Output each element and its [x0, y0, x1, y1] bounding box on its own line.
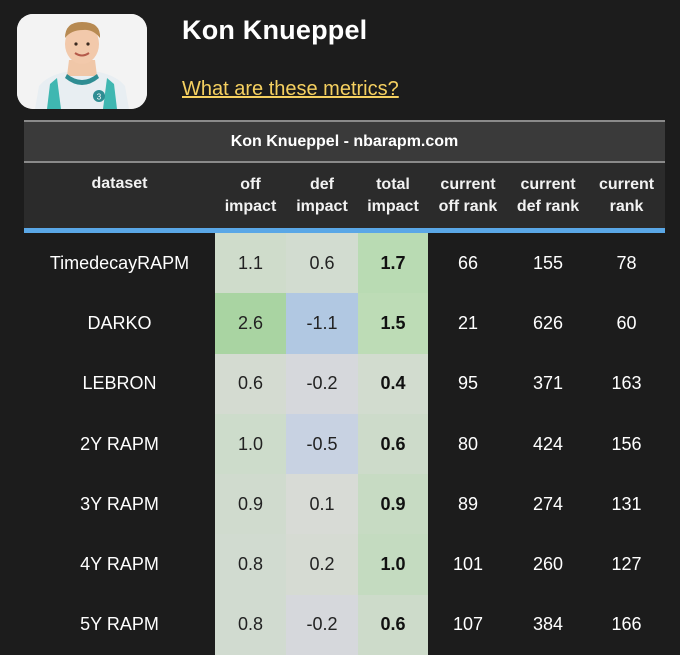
cell-dataset: 2Y RAPM — [80, 433, 159, 454]
cell-off-impact: 1.0 — [215, 413, 286, 475]
cell-def-impact: -0.2 — [286, 594, 358, 655]
cell-current-off-rank: 66 — [457, 252, 479, 273]
metrics-info-link[interactable]: What are these metrics? — [182, 78, 399, 100]
cell-current-def-rank: 424 — [532, 433, 564, 454]
cell-dataset: 4Y RAPM — [80, 554, 159, 575]
cell-dataset: DARKO — [87, 312, 152, 333]
cell-def-impact: -1.1 — [286, 293, 358, 354]
cell-current-off-rank: 89 — [457, 493, 479, 514]
cell-current-def-rank: 274 — [532, 493, 564, 514]
cell-def-impact: 0.1 — [286, 474, 358, 535]
table-body: TimedecayRAPM 1.1 0.6 1.7 66 155 78 DARKO 2.6 -1.… — [24, 233, 665, 655]
cell-total-impact: 1.7 — [358, 233, 428, 294]
header-current-rank[interactable]: current rank — [598, 175, 655, 215]
cell-def-impact: 0.6 — [286, 233, 358, 294]
cell-dataset: LEBRON — [82, 373, 157, 394]
cell-current-def-rank: 371 — [532, 373, 564, 394]
cell-current-rank: 127 — [611, 554, 642, 575]
cell-def-impact: -0.5 — [286, 413, 358, 475]
table-header: dataset off impact def impact total impact … — [24, 163, 665, 233]
player-avatar: 3 — [17, 14, 147, 109]
jersey-number: 3 — [97, 93, 102, 102]
cell-total-impact: 0.4 — [358, 353, 428, 414]
cell-off-impact: 0.8 — [215, 534, 286, 595]
cell-off-impact: 1.1 — [215, 233, 286, 294]
header-off-impact[interactable]: off impact — [224, 175, 277, 215]
table-row: 2Y RAPM 1.0 -0.5 0.6 80 424 156 — [24, 413, 665, 475]
cell-total-impact: 1.0 — [358, 534, 428, 595]
player-name: Kon Knueppel — [182, 15, 368, 45]
cell-off-impact: 2.6 — [215, 293, 286, 354]
cell-current-def-rank: 155 — [532, 252, 564, 273]
cell-current-rank: 166 — [611, 614, 642, 635]
metrics-table: Kon Knueppel - nbarapm.com dataset off im… — [24, 120, 665, 655]
cell-current-rank: 60 — [616, 312, 637, 333]
header-dataset[interactable]: dataset — [91, 175, 148, 192]
cell-total-impact: 0.6 — [358, 594, 428, 655]
table-row: 5Y RAPM 0.8 -0.2 0.6 107 384 166 — [24, 594, 665, 655]
table-row: 3Y RAPM 0.9 0.1 0.9 89 274 131 — [24, 474, 665, 535]
cell-current-rank: 78 — [616, 252, 637, 273]
cell-off-impact: 0.6 — [215, 353, 286, 414]
header-current-def-rank[interactable]: current def rank — [516, 175, 580, 215]
cell-current-off-rank: 80 — [457, 433, 479, 454]
table-row: LEBRON 0.6 -0.2 0.4 95 371 163 — [24, 353, 665, 414]
cell-current-rank: 131 — [611, 493, 642, 514]
cell-current-off-rank: 101 — [452, 554, 484, 575]
cell-current-off-rank: 95 — [457, 373, 479, 394]
cell-current-def-rank: 260 — [532, 554, 564, 575]
cell-def-impact: 0.2 — [286, 534, 358, 595]
cell-current-rank: 156 — [611, 433, 642, 454]
cell-dataset: TimedecayRAPM — [49, 252, 190, 273]
header-total-impact[interactable]: total impact — [367, 175, 419, 215]
header-current-off-rank[interactable]: current off rank — [438, 175, 498, 215]
cell-off-impact: 0.9 — [215, 474, 286, 535]
cell-current-def-rank: 626 — [532, 312, 564, 333]
cell-total-impact: 0.6 — [358, 413, 428, 475]
table-title: Kon Knueppel - nbarapm.com — [24, 120, 665, 163]
cell-current-rank: 163 — [611, 373, 642, 394]
cell-current-def-rank: 384 — [532, 614, 564, 635]
cell-dataset: 5Y RAPM — [80, 614, 159, 635]
cell-total-impact: 0.9 — [358, 474, 428, 535]
cell-total-impact: 1.5 — [358, 293, 428, 354]
header-def-impact[interactable]: def impact — [296, 175, 348, 215]
cell-current-off-rank: 107 — [452, 614, 484, 635]
table-row: DARKO 2.6 -1.1 1.5 21 626 60 — [24, 293, 665, 354]
cell-current-off-rank: 21 — [457, 312, 479, 333]
cell-dataset: 3Y RAPM — [80, 493, 159, 514]
player-photo: 3 — [17, 14, 147, 109]
cell-def-impact: -0.2 — [286, 353, 358, 414]
table-row: 4Y RAPM 0.8 0.2 1.0 101 260 127 — [24, 534, 665, 595]
cell-off-impact: 0.8 — [215, 594, 286, 655]
table-row: TimedecayRAPM 1.1 0.6 1.7 66 155 78 — [24, 233, 665, 294]
